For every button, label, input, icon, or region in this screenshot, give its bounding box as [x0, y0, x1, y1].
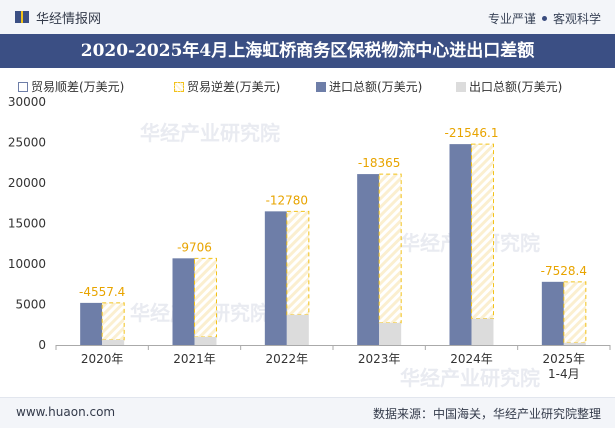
x-tick-label: 2023年	[358, 352, 401, 366]
legend-item-imp: 进口总额(万美元)	[316, 78, 422, 95]
brand: 华经情报网	[14, 8, 102, 27]
deficit-bar	[286, 210, 310, 316]
y-tick-label: 5000	[15, 298, 46, 312]
import-bar	[357, 174, 380, 345]
legend-item-ni: 贸易逆差(万美元)	[174, 78, 280, 95]
export-bar	[194, 336, 217, 345]
footer: www.huaon.com 数据来源：中国海关，华经产业研究院整理	[0, 397, 615, 428]
y-tick-label: 25000	[8, 136, 46, 150]
legend-label: 贸易顺差(万美元)	[31, 80, 125, 94]
import-bar	[80, 302, 103, 345]
export-bar	[286, 314, 309, 345]
deficit-bar	[101, 302, 125, 341]
deficit-data-label: -7528.4	[541, 264, 587, 278]
export-bar	[379, 322, 402, 345]
watermark-text: 华经产业研究院	[140, 121, 280, 145]
logo-icon	[15, 11, 29, 23]
y-tick-label: 20000	[8, 176, 46, 190]
x-tick-label: 2020年	[81, 352, 124, 366]
import-bar	[264, 211, 287, 345]
brand-name: 华经情报网	[36, 11, 102, 27]
x-tick-label: 2022年	[266, 352, 309, 366]
deficit-bar	[194, 257, 217, 338]
deficit-bar	[378, 173, 402, 324]
deficit-data-label: -18365	[358, 156, 401, 170]
y-tick-label: 30000	[8, 95, 46, 109]
chart-legend: 贸易顺差(万美元) 贸易逆差(万美元) 进口总额(万美元) 出口总额(万美元)	[0, 75, 615, 97]
deficit-data-label: -12780	[266, 193, 309, 207]
deficit-data-label: -9706	[177, 240, 212, 254]
deficit-bar	[471, 143, 494, 320]
x-tick-label: 2024年	[450, 352, 493, 366]
legend-label: 出口总额(万美元)	[469, 80, 563, 94]
legend-swatch-icon	[316, 81, 326, 92]
slogan-left: 专业严谨	[487, 12, 536, 26]
watermark-text: 华经产业研究院	[400, 366, 540, 390]
deficit-data-label: -4557.4	[79, 285, 125, 299]
slogan-right: 客观科学	[552, 12, 601, 26]
x-tick-label: 1-4月	[548, 367, 580, 381]
y-tick-label: 15000	[8, 217, 46, 231]
y-tick-label: 0	[38, 338, 46, 352]
dot-icon	[541, 16, 547, 21]
x-tick-label: 2021年	[173, 352, 216, 366]
legend-item-shun: 贸易顺差(万美元)	[18, 78, 124, 95]
import-bar	[449, 144, 472, 345]
legend-label: 进口总额(万美元)	[329, 80, 423, 94]
legend-swatch-icon	[18, 81, 28, 92]
legend-item-exp: 出口总额(万美元)	[456, 78, 562, 95]
legend-label: 贸易逆差(万美元)	[187, 80, 281, 94]
legend-swatch-icon	[174, 81, 184, 92]
slogan: 专业严谨 客观科学	[488, 10, 601, 27]
export-bar	[563, 342, 586, 345]
site-link[interactable]: www.huaon.com	[16, 405, 116, 419]
export-bar	[102, 339, 125, 345]
export-bar	[471, 318, 494, 345]
deficit-data-label: -21546.1	[445, 126, 499, 140]
deficit-bar	[563, 281, 587, 344]
import-bar	[172, 258, 195, 345]
chart-title: 2020-2025年4月上海虹桥商务区保税物流中心进出口差额	[0, 34, 615, 68]
data-source: 数据来源：中国海关，华经产业研究院整理	[372, 407, 601, 421]
import-bar	[541, 281, 564, 345]
x-tick-label: 2025年	[543, 352, 586, 366]
y-tick-label: 10000	[8, 257, 46, 271]
legend-swatch-icon	[456, 81, 466, 92]
